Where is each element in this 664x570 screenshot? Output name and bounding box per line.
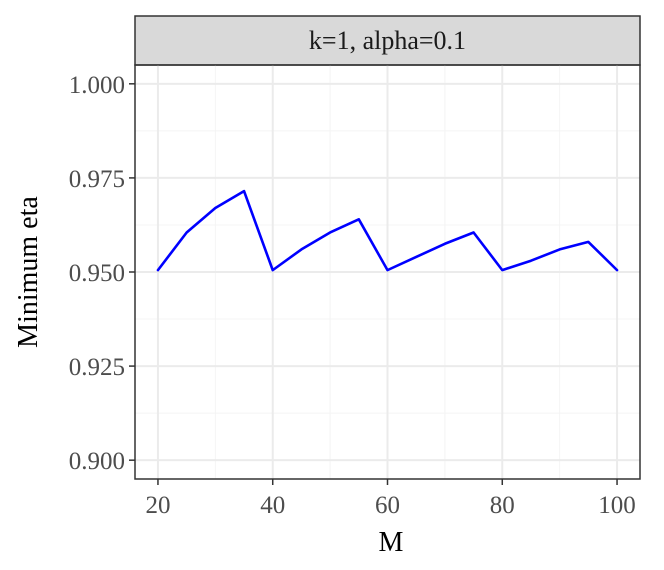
- y-tick-label: 1.000: [69, 72, 125, 99]
- series-lines: [156, 189, 619, 272]
- y-tick-label: 0.950: [69, 260, 125, 287]
- facet-strip-background: [134, 15, 641, 66]
- facet-strip-label: k=1, alpha=0.1: [309, 26, 466, 55]
- x-tick-label: 100: [598, 492, 636, 519]
- x-axis-title: M: [379, 527, 404, 558]
- major-gridlines: [135, 65, 640, 479]
- x-tick-label: 20: [145, 492, 170, 519]
- y-axis-title: Minimum eta: [13, 196, 44, 348]
- x-tick-label: 60: [375, 492, 400, 519]
- y-tick-label: 0.925: [69, 354, 125, 381]
- y-axis: 0.900 0.925 0.950 0.975 1.000: [69, 72, 135, 475]
- y-tick-label: 0.975: [69, 166, 125, 193]
- series-line: [156, 189, 619, 272]
- facet-strip: k=1, alpha=0.1: [134, 15, 641, 66]
- x-tick-label: 80: [490, 492, 515, 519]
- x-axis: 20 40 60 80 100: [145, 479, 636, 519]
- y-tick-label: 0.900: [69, 448, 125, 475]
- x-tick-label: 40: [260, 492, 285, 519]
